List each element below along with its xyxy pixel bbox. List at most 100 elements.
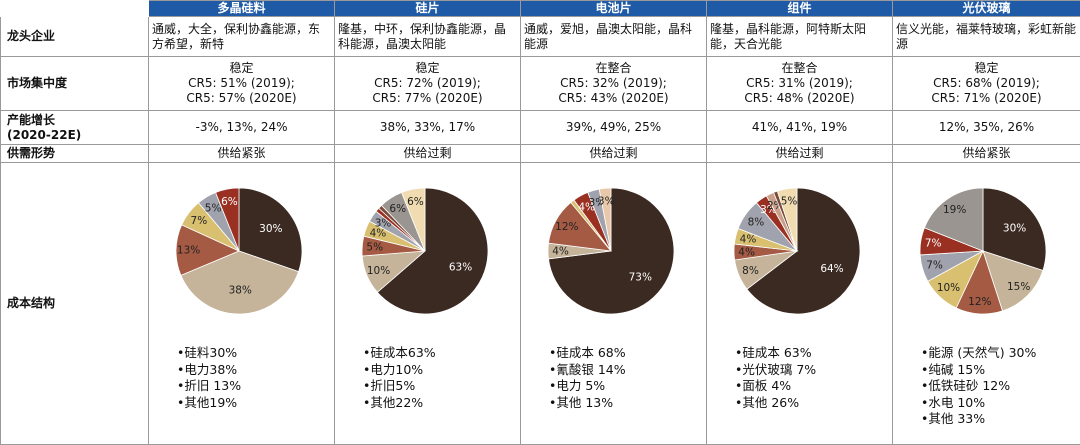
cr5-2020e: CR5: 71% (2020E)	[931, 91, 1042, 105]
concentration-status: 在整合	[595, 61, 632, 75]
row-label-line: (2020-22E)	[7, 127, 82, 142]
pie-slice	[776, 187, 798, 252]
legend-item: •折旧 13%	[177, 378, 242, 393]
cost-legend: •硅成本 68% •氰酸银 14% •电力 5% •其他 13%	[549, 345, 626, 411]
leader-cell: 隆基，中环，保利协鑫能源，晶科能源，晶澳太阳能	[334, 16, 521, 57]
row-cost: 成本结构 30% 38% 13% 7% 5% 6% •硅料30% •电力38% •折旧 13% •…	[0, 162, 1080, 445]
concentration-cell: 稳定 CR5: 68% (2019); CR5: 71% (2020E)	[892, 56, 1080, 111]
cost-pie-chart: 63%10%5%4%3%6%6%	[361, 187, 489, 315]
legend-item: •电力 5%	[549, 378, 606, 393]
legend-item: •折旧5%	[363, 378, 416, 393]
capacity-cell: 39%, 49%, 25%	[520, 110, 707, 145]
legend-item: •硅成本63%	[363, 345, 436, 360]
cr5-2019: CR5: 72% (2019);	[374, 76, 481, 90]
supply-cell: 供给过剩	[706, 144, 893, 163]
legend-item: •纯碱 15%	[921, 361, 986, 377]
pie-slice-label: 7%	[925, 238, 942, 250]
pie-slice	[923, 187, 984, 252]
capacity-cell: 12%, 35%, 26%	[892, 110, 1080, 145]
concentration-cell: 在整合 CR5: 31% (2019); CR5: 48% (2020E)	[706, 56, 893, 111]
column-header: 光伏玻璃	[892, 0, 1080, 17]
legend-item: •电力38%	[177, 361, 238, 377]
cost-pie-chart: 64%8%4%4%8%3%2%5%	[733, 187, 861, 315]
pie-slice-label: 10%	[937, 282, 960, 294]
pie-slice	[180, 250, 300, 315]
legend-item: •硅成本 63%	[735, 345, 812, 360]
pie-slice-label: 5%	[781, 196, 798, 208]
cost-cell: 63% 10% 5% 4% 3% 6% 6% •硅成本63% •电力10% •折旧5% •其他22%	[334, 162, 521, 445]
row-label: 市场集中度	[0, 56, 149, 111]
pie-slice-label: 8%	[748, 216, 765, 228]
legend-item: •能源 (天然气) 30%	[921, 345, 1037, 360]
pie-slice-label: 6%	[389, 203, 406, 215]
cr5-2020e: CR5: 77% (2020E)	[372, 91, 483, 105]
pie-slice-label: 8%	[742, 265, 759, 277]
cr5-2019: CR5: 68% (2019);	[933, 76, 1040, 90]
cr5-2019: CR5: 32% (2019);	[560, 76, 667, 90]
column-header: 硅片	[334, 0, 521, 17]
pie-slice-label: 30%	[1003, 223, 1026, 235]
pie-slice-label: 10%	[367, 265, 390, 277]
pie-slice-label: 13%	[177, 245, 200, 257]
pie-slice-label: 4%	[370, 228, 387, 240]
pie-slice-label: 6%	[221, 196, 238, 208]
leader-cell: 通威，大全，保利协鑫能源，东方希望，新特	[148, 16, 335, 57]
legend-item: •水电 10%	[921, 394, 986, 410]
cr5-2020e: CR5: 43% (2020E)	[558, 91, 669, 105]
pie-slice-label: 30%	[259, 223, 282, 235]
cost-legend: •能源 (天然气) 30% •纯碱 15% •低铁硅砂 12% •水电 10% •其他 …	[921, 345, 1036, 428]
leader-cell: 信义光能，福莱特玻璃，彩虹新能源	[892, 16, 1080, 57]
column-header: 组件	[706, 0, 893, 17]
pie-slice-label: 6%	[407, 196, 424, 208]
capacity-cell: -3%, 13%, 24%	[148, 110, 335, 145]
legend-item: •硅成本 68%	[549, 345, 626, 360]
column-header: 电池片	[520, 0, 707, 17]
header-corner	[0, 0, 149, 17]
legend-item: •其他 33%	[921, 411, 986, 426]
cost-legend: •硅料30% •电力38% •折旧 13% •其他19%	[177, 345, 241, 411]
row-concentration: 市场集中度 稳定 CR5: 51% (2019); CR5: 57% (2020E)…	[0, 56, 1080, 111]
concentration-status: 稳定	[415, 61, 440, 75]
capacity-cell: 41%, 41%, 19%	[706, 110, 893, 145]
cr5-2020e: CR5: 57% (2020E)	[186, 91, 297, 105]
cost-cell: 30% 38% 13% 7% 5% 6% •硅料30% •电力38% •折旧 13% •其他19%	[148, 162, 335, 445]
supply-cell: 供给过剩	[334, 144, 521, 163]
pie-slice	[982, 187, 1047, 271]
leader-cell: 通威，爱旭，晶澳太阳能，晶科能源	[520, 16, 707, 57]
pie-slice-label: 4%	[578, 201, 595, 213]
row-leaders: 龙头企业 通威，大全，保利协鑫能源，东方希望，新特 隆基，中环，保利协鑫能源，晶…	[0, 16, 1080, 57]
supply-cell: 供给紧张	[892, 144, 1080, 163]
legend-item: •其他 26%	[735, 394, 800, 410]
pie-slice	[215, 187, 240, 252]
pie-slice-label: 38%	[229, 285, 252, 297]
legend-item: •光伏玻璃 7%	[735, 361, 817, 377]
legend-item: •氰酸银 14%	[549, 361, 626, 377]
pie-slice	[746, 187, 861, 315]
legend-item: •其他 13%	[549, 394, 614, 410]
pie-slice-label: 3%	[598, 195, 615, 207]
concentration-cell: 稳定 CR5: 51% (2019); CR5: 57% (2020E)	[148, 56, 335, 111]
concentration-cell: 稳定 CR5: 72% (2019); CR5: 77% (2020E)	[334, 56, 521, 111]
legend-item: •硅料30%	[177, 345, 238, 360]
row-label-line: 产能增长	[7, 112, 56, 127]
pie-slice-label: 19%	[943, 204, 966, 216]
row-label: 成本结构	[0, 162, 149, 445]
legend-item: •其他22%	[363, 394, 424, 410]
pie-slice	[376, 187, 489, 315]
row-label: 产能增长 (2020-22E)	[0, 110, 149, 145]
concentration-cell: 在整合 CR5: 32% (2019); CR5: 43% (2020E)	[520, 56, 707, 111]
pie-slice-label: 4%	[738, 246, 755, 258]
pie-slice-label: 4%	[740, 234, 757, 246]
pie-slice	[238, 187, 303, 273]
cost-cell: 30% 15% 12% 10% 7% 7% 19% •能源 (天然气) 30% •纯碱 15% •…	[892, 162, 1080, 445]
cr5-2019: CR5: 31% (2019);	[746, 76, 853, 90]
supply-cell: 供给过剩	[520, 144, 707, 163]
row-capacity: 产能增长 (2020-22E) -3%, 13%, 24% 38%, 33%, 1…	[0, 110, 1080, 145]
pie-slice-label: 5%	[205, 202, 222, 214]
cost-legend: •硅成本 63% •光伏玻璃 7% •面板 4% •其他 26%	[735, 345, 816, 411]
leader-cell: 隆基，晶科能源，阿特斯太阳能，天合光能	[706, 16, 893, 57]
concentration-status: 稳定	[229, 61, 254, 75]
cr5-2019: CR5: 51% (2019);	[188, 76, 295, 90]
